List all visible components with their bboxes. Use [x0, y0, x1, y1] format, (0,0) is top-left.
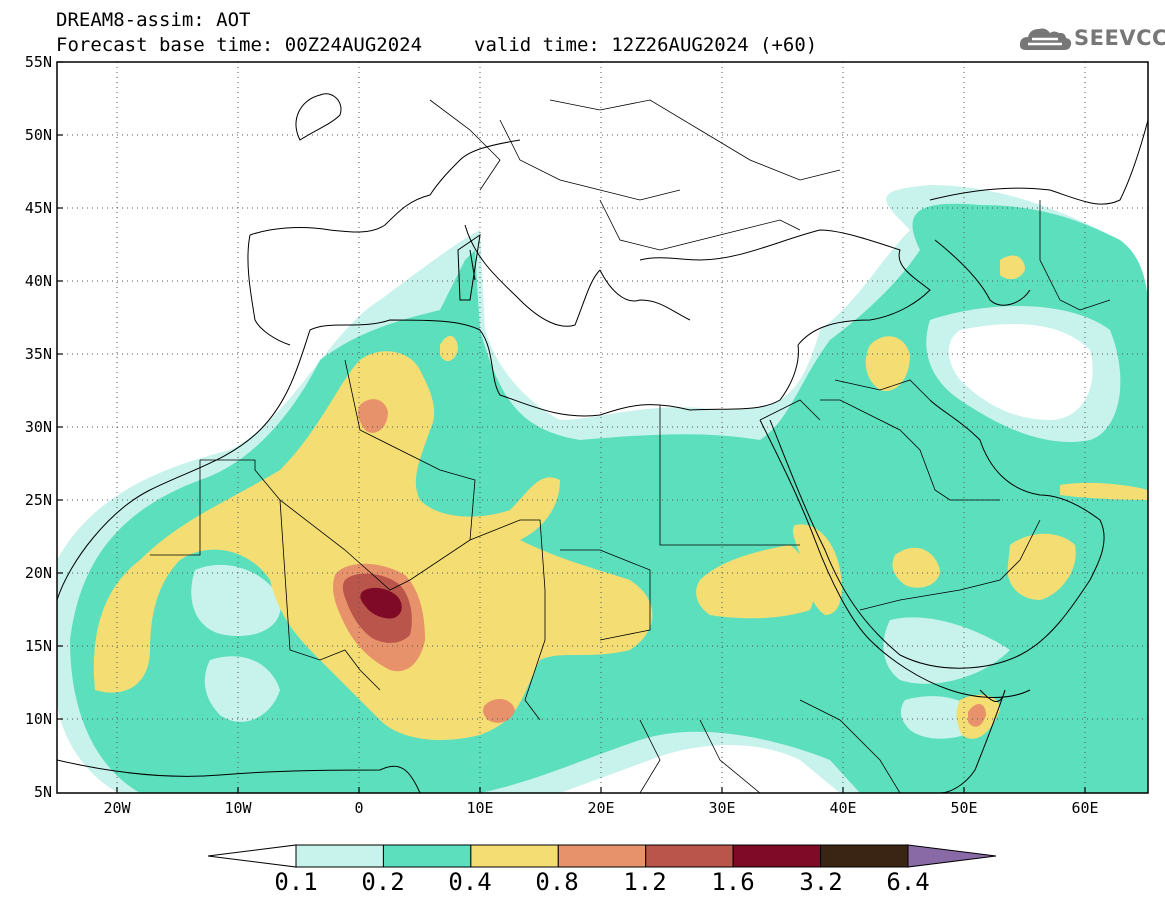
- lon-label: 50E: [950, 799, 977, 817]
- lat-label: 50N: [25, 126, 52, 144]
- colorbar-box: [645, 844, 734, 868]
- aot-field: [57, 185, 1148, 793]
- coastlines: [57, 93, 1148, 793]
- lat-label: 55N: [25, 53, 52, 71]
- lon-label: 30E: [708, 799, 735, 817]
- colorbar-low-extend: [207, 844, 297, 868]
- seevccc-logo: SEEVCCC: [1018, 24, 1165, 56]
- lat-label: 15N: [25, 637, 52, 655]
- lat-label: 20N: [25, 564, 52, 582]
- aot-band-0.8-chad: [483, 698, 515, 723]
- aot-band-0.4-gulf: [1060, 482, 1148, 500]
- forecast-times: Forecast base time: 00Z24AUG2024 valid ti…: [56, 35, 817, 55]
- colorbar-label: 1.6: [711, 868, 755, 896]
- aot-band-0.4-iraq: [865, 336, 910, 391]
- lat-label: 25N: [25, 491, 52, 509]
- colorbar-label: 0.1: [274, 868, 318, 896]
- lon-label: 10E: [466, 799, 493, 817]
- lon-label: 20E: [587, 799, 614, 817]
- logo-text: SEEVCCC: [1074, 26, 1165, 50]
- lon-label: 20W: [103, 799, 131, 817]
- colorbar-label: 0.4: [448, 868, 492, 896]
- longitude-labels: 20W 10W 0 10E 20E 30E 40E 50E 60E: [103, 799, 1098, 817]
- colorbar-box: [557, 844, 647, 868]
- colorbar-label: 0.8: [535, 868, 579, 896]
- lat-label: 10N: [25, 710, 52, 728]
- aot-band-0.4-sudan: [696, 545, 814, 619]
- lat-label: 40N: [25, 272, 52, 290]
- colorbar-label: 1.2: [623, 868, 667, 896]
- colorbar-high-extend: [907, 844, 997, 868]
- aot-band-0.4-tunisia: [440, 335, 458, 362]
- country-borders: [150, 99, 1111, 793]
- aot-band-0.4-caspian: [1000, 255, 1025, 280]
- colorbar-box: [470, 844, 559, 868]
- lat-label: 35N: [25, 345, 52, 363]
- lon-label: 10W: [224, 799, 252, 817]
- ticks: [57, 61, 1086, 793]
- aot-band-0.4-redsea: [792, 524, 842, 615]
- aot-band-0.8-somalia: [968, 704, 986, 727]
- colorbar-label: 0.2: [361, 868, 405, 896]
- lon-label: 0: [354, 799, 363, 817]
- colorbar-box: [732, 844, 822, 868]
- lat-lon-grid: [57, 62, 1148, 793]
- lat-label: 45N: [25, 199, 52, 217]
- clean-area-central-iran: [948, 324, 1093, 420]
- lat-label: 5N: [34, 783, 52, 801]
- colorbar-box: [382, 844, 472, 868]
- aot-band-0.4: [93, 351, 653, 740]
- lat-label: 30N: [25, 418, 52, 436]
- latitude-labels: 55N 50N 45N 40N 35N 30N 25N 20N 15N 10N …: [25, 53, 52, 801]
- lon-label: 40E: [829, 799, 856, 817]
- colorbar: [207, 844, 997, 868]
- colorbar-label: 6.4: [886, 868, 930, 896]
- colorbar-label: 3.2: [799, 868, 843, 896]
- colorbar-box: [295, 844, 384, 868]
- clean-area-nigeria: [204, 656, 280, 722]
- base-time: Forecast base time: 00Z24AUG2024: [56, 34, 423, 56]
- aot-band-0.4-arabia: [892, 547, 940, 588]
- valid-time: valid time: 12Z26AUG2024 (+60): [474, 34, 818, 56]
- cloud-icon: [1019, 28, 1072, 50]
- colorbar-box: [820, 844, 909, 868]
- lon-label: 60E: [1071, 799, 1098, 817]
- aot-band-0.8-algeria: [357, 399, 388, 433]
- clean-area-west-africa: [191, 564, 281, 636]
- map-title: DREAM8-assim: AOT: [56, 9, 251, 31]
- aot-band-1.6: [360, 587, 402, 619]
